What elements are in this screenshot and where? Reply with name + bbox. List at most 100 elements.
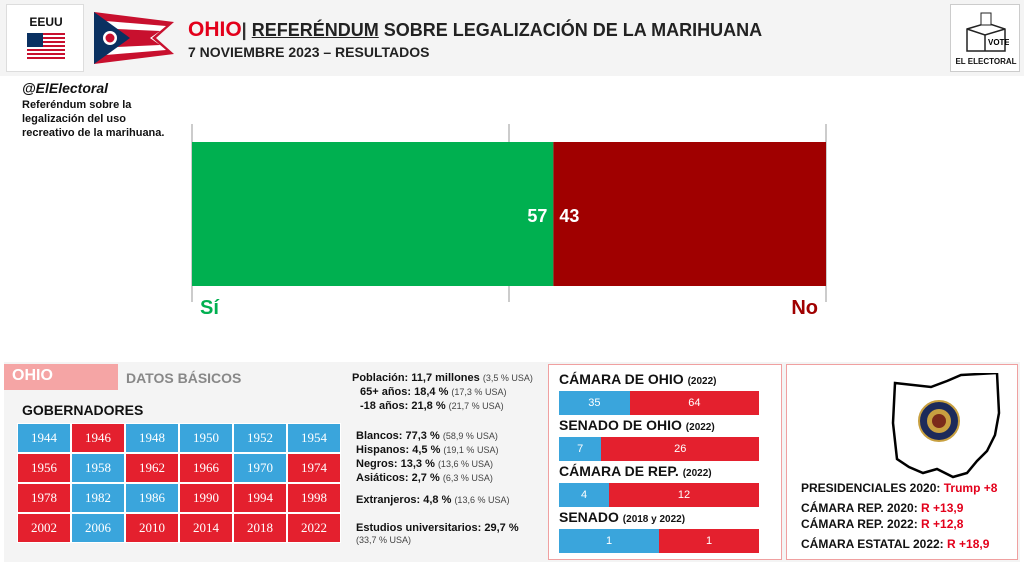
governor-cell: 1990 (179, 483, 233, 513)
stat-item: -18 años: 21,8 % (21,7 % USA) (360, 400, 504, 412)
stat-note: (13,6 % USA) (437, 459, 493, 469)
result-item: CÁMARA REP. 2022: R +12,8 (801, 517, 963, 531)
category-label-si: Sí (200, 297, 220, 319)
governor-cell: 1970 (233, 453, 287, 483)
chamber-seats-dem: 4 (559, 483, 609, 507)
result-label: CÁMARA REP. 2020: (801, 501, 918, 515)
governor-cell: 2022 (287, 513, 341, 543)
country-badge: EEUU (6, 4, 84, 72)
result-value: Trump +8 (943, 481, 998, 495)
chamber-year: (2018 y 2022) (622, 514, 686, 525)
chamber-name: CÁMARA DE REP. (559, 463, 679, 479)
chamber-seats-rep: 26 (601, 437, 759, 461)
stat-item: Blancos: 77,3 % (58,9 % USA) (356, 430, 498, 442)
country-label: EEUU (29, 15, 63, 29)
stat-note: (13,6 % USA) (454, 495, 510, 505)
result-item: CÁMARA REP. 2020: R +13,9 (801, 501, 963, 515)
chamber-name: SENADO DE OHIO (559, 417, 682, 433)
stat-label: Blancos: 77,3 % (356, 430, 440, 442)
result-value: R +18,9 (947, 537, 990, 551)
governor-cell: 2018 (233, 513, 287, 543)
governor-cell: 1946 (71, 423, 125, 453)
result-label: CÁMARA REP. 2022: (801, 517, 918, 531)
bar-no (553, 142, 826, 286)
ohio-map-icon (891, 373, 1001, 479)
governor-cell: 1986 (125, 483, 179, 513)
chamber-year: (2022) (682, 468, 712, 479)
chamber-year: (2022) (687, 376, 717, 387)
title-state: OHIO (188, 18, 242, 41)
stat-label: Negros: 13,3 % (356, 458, 435, 470)
us-flag-icon (27, 33, 65, 59)
section-label: DATOS BÁSICOS (126, 370, 242, 386)
stat-item: Extranjeros: 4,8 % (13,6 % USA) (356, 494, 509, 506)
result-value: R +12,8 (921, 517, 964, 531)
governor-cell: 1974 (287, 453, 341, 483)
stat-label: Extranjeros: 4,8 % (356, 494, 452, 506)
ohio-flag-icon (94, 12, 174, 64)
stat-item: Población: 11,7 millones (3,5 % USA) (352, 372, 533, 384)
stat-label: 65+ años: 18,4 % (360, 386, 449, 398)
stat-note: (21,7 % USA) (448, 401, 504, 411)
stat-note: (33,7 % USA) (356, 535, 412, 545)
page-subtitle: 7 NOVIEMBRE 2023 – RESULTADOS (188, 44, 430, 60)
stat-item: 65+ años: 18,4 % (17,3 % USA) (360, 386, 506, 398)
value-label-si: 57 (527, 206, 547, 226)
governors-title: GOBERNADORES (22, 402, 144, 418)
chamber-bar: 35 64 (559, 391, 759, 415)
chamber-name: CÁMARA DE OHIO (559, 371, 684, 387)
stat-label: Estudios universitarios: 29,7 % (356, 522, 519, 534)
governor-cell: 1944 (17, 423, 71, 453)
chart-labels: 57 Sí 43 No (200, 206, 818, 319)
state-tab: OHIO (4, 364, 118, 390)
chamber-seats-rep: 12 (609, 483, 759, 507)
title-separator: | (241, 20, 247, 40)
page-title: OHIO| REFERÉNDUM SOBRE LEGALIZACIÓN DE L… (188, 18, 762, 42)
result-item: CÁMARA ESTATAL 2022: R +18,9 (801, 537, 989, 551)
bar-si (192, 142, 554, 286)
governor-cell: 1948 (125, 423, 179, 453)
result-label: CÁMARA ESTATAL 2022: (801, 537, 944, 551)
governor-cell: 1956 (17, 453, 71, 483)
governor-cell: 1950 (179, 423, 233, 453)
governor-cell: 1994 (233, 483, 287, 513)
title-rest: SOBRE LEGALIZACIÓN DE LA MARIHUANA (383, 20, 763, 40)
chamber-bar: 4 12 (559, 483, 759, 507)
logo-label: EL ELECTORAL (955, 57, 1017, 66)
category-label-no: No (791, 297, 818, 319)
governors-grid: 1944 1946 1948 1950 1952 1954 1956 1958 1962 1966… (17, 423, 343, 543)
value-label-no: 43 (559, 206, 579, 226)
stat-note: (17,3 % USA) (451, 387, 507, 397)
stat-label: Hispanos: 4,5 % (356, 444, 441, 456)
stat-note: (3,5 % USA) (482, 373, 533, 383)
referendum-chart: 57 Sí 43 No (191, 124, 827, 319)
governor-cell: 2002 (17, 513, 71, 543)
stat-item: Negros: 13,3 % (13,6 % USA) (356, 458, 493, 470)
chamber-bar: 7 26 (559, 437, 759, 461)
chamber-title: SENADO (2018 y 2022) (559, 509, 685, 525)
chamber-title: CÁMARA DE OHIO (2022) (559, 371, 717, 387)
governor-cell: 1998 (287, 483, 341, 513)
governor-cell: 1978 (17, 483, 71, 513)
governor-cell: 1958 (71, 453, 125, 483)
referendum-description: Referéndum sobre la legalización del uso… (22, 99, 165, 139)
ballot-text: VOTE (988, 38, 1009, 47)
ballot-box-icon: VOTE (966, 12, 1009, 52)
chamber-title: SENADO DE OHIO (2022) (559, 417, 715, 433)
twitter-handle: @ElElectoral (22, 80, 109, 96)
stat-label: Población: 11,7 millones (352, 372, 480, 384)
governor-cell: 2006 (71, 513, 125, 543)
governor-cell: 1962 (125, 453, 179, 483)
stat-label: -18 años: 21,8 % (360, 400, 446, 412)
stat-note: (19,1 % USA) (443, 445, 499, 455)
result-item: PRESIDENCIALES 2020: Trump +8 (801, 481, 997, 495)
chamber-seats-rep: 1 (659, 529, 759, 553)
chamber-name: SENADO (559, 509, 619, 525)
stat-item: Asiáticos: 2,7 % (6,3 % USA) (356, 472, 493, 484)
title-referendum: REFERÉNDUM (251, 20, 379, 40)
stat-note: (6,3 % USA) (442, 473, 493, 483)
chamber-seats-dem: 7 (559, 437, 602, 461)
el-electoral-logo: VOTE EL ELECTORAL (950, 4, 1020, 72)
results-box: PRESIDENCIALES 2020: Trump +8 CÁMARA REP.… (786, 364, 1018, 560)
